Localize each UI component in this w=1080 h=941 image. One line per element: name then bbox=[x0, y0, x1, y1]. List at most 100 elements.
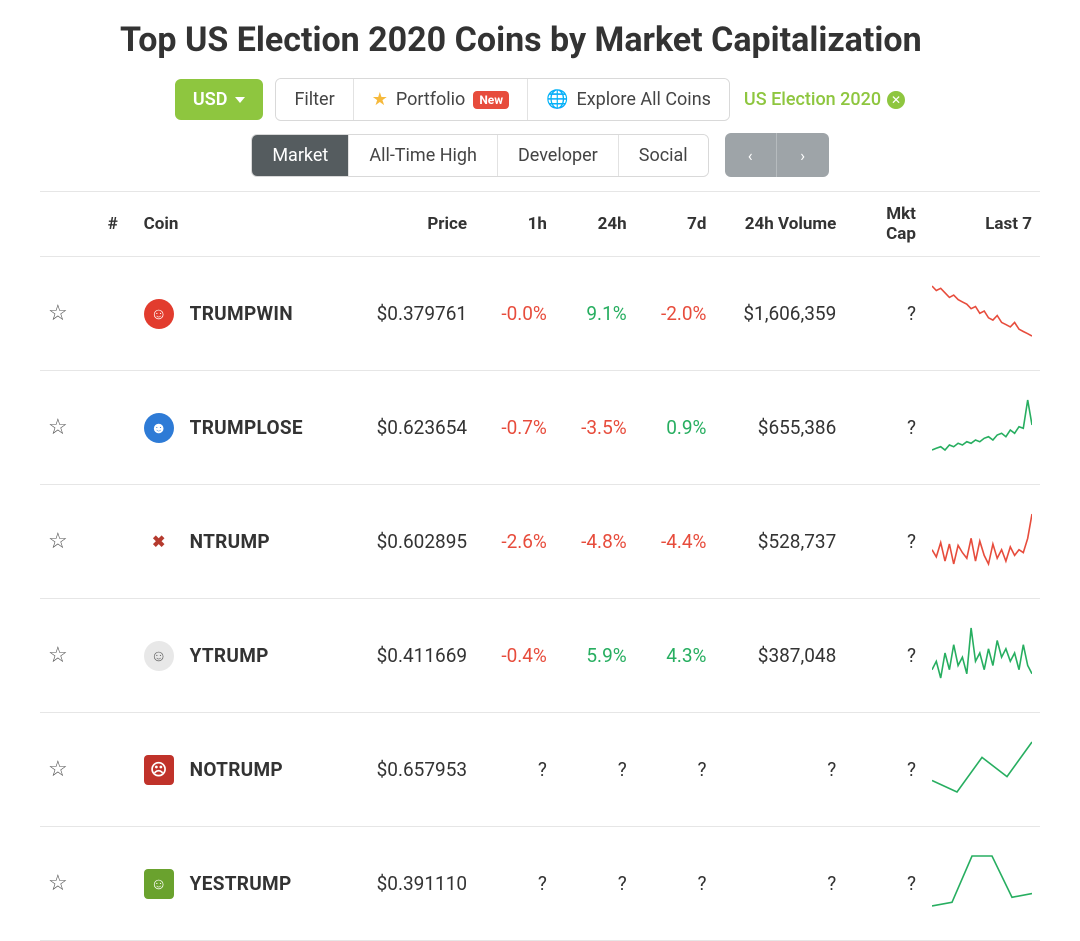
rank-cell bbox=[100, 485, 136, 599]
sparkline bbox=[932, 511, 1032, 567]
coin-icon: ☺ bbox=[144, 299, 174, 329]
coin-name[interactable]: NTRUMP bbox=[190, 530, 270, 553]
coin-name[interactable]: TRUMPWIN bbox=[190, 302, 293, 325]
mktcap-cell: ? bbox=[844, 257, 924, 371]
volume-24h: $1,606,359 bbox=[714, 257, 844, 371]
mktcap-cell: ? bbox=[844, 599, 924, 713]
change-24h: 5.9% bbox=[555, 599, 635, 713]
col-star bbox=[40, 192, 100, 257]
change-7d: -2.0% bbox=[635, 257, 715, 371]
mktcap-cell: ? bbox=[844, 485, 924, 599]
globe-icon: 🌐 bbox=[546, 89, 568, 110]
change-7d: ? bbox=[635, 827, 715, 941]
table-row[interactable]: ☆☻TRUMPLOSE$0.623654-0.7%-3.5%0.9%$655,3… bbox=[40, 371, 1040, 485]
chevron-left-icon: ‹ bbox=[748, 146, 753, 165]
col-price[interactable]: Price bbox=[355, 192, 475, 257]
price-cell: $0.623654 bbox=[355, 371, 475, 485]
table-row[interactable]: ☆ ✖ NTRUMP $0.602895-2.6%-4.8%-4.4%$528,737… bbox=[40, 485, 1040, 599]
sparkline-cell bbox=[924, 485, 1040, 599]
coin-name[interactable]: TRUMPLOSE bbox=[190, 416, 303, 439]
change-1h: -0.7% bbox=[475, 371, 555, 485]
col-7d[interactable]: 7d bbox=[635, 192, 715, 257]
change-24h: ? bbox=[555, 827, 635, 941]
rank-cell bbox=[100, 827, 136, 941]
price-cell: $0.379761 bbox=[355, 257, 475, 371]
tab-all-time-high[interactable]: All-Time High bbox=[349, 135, 498, 176]
caret-down-icon bbox=[235, 97, 245, 103]
change-7d: 4.3% bbox=[635, 599, 715, 713]
tab-social[interactable]: Social bbox=[619, 135, 708, 176]
chevron-right-icon: › bbox=[800, 146, 805, 165]
change-24h: 9.1% bbox=[555, 257, 635, 371]
price-cell: $0.411669 bbox=[355, 599, 475, 713]
col-24h[interactable]: 24h bbox=[555, 192, 635, 257]
tab-market[interactable]: Market bbox=[252, 135, 349, 176]
sparkline bbox=[932, 625, 1032, 681]
col-last7[interactable]: Last 7 bbox=[924, 192, 1040, 257]
favorite-star-icon[interactable]: ☆ bbox=[48, 529, 68, 554]
mktcap-cell: ? bbox=[844, 827, 924, 941]
toolbar-group: Filter ★ Portfolio New 🌐 Explore All Coi… bbox=[275, 78, 729, 121]
mktcap-cell: ? bbox=[844, 371, 924, 485]
change-7d: 0.9% bbox=[635, 371, 715, 485]
view-tabs: MarketAll-Time HighDeveloperSocial bbox=[251, 134, 708, 177]
explore-all-coins-button[interactable]: 🌐 Explore All Coins bbox=[528, 79, 729, 120]
toolbar: USD Filter ★ Portfolio New 🌐 Explore All… bbox=[40, 78, 1040, 121]
coins-table: # Coin Price 1h 24h 7d 24h Volume Mkt Ca… bbox=[40, 191, 1040, 941]
change-24h: -4.8% bbox=[555, 485, 635, 599]
sparkline bbox=[932, 739, 1032, 795]
filter-button[interactable]: Filter bbox=[276, 79, 353, 120]
volume-24h: ? bbox=[714, 827, 844, 941]
coin-icon: ✖ bbox=[144, 527, 174, 557]
currency-label: USD bbox=[193, 89, 228, 110]
coin-name[interactable]: YTRUMP bbox=[190, 644, 269, 667]
sparkline-cell bbox=[924, 599, 1040, 713]
currency-selector[interactable]: USD bbox=[175, 79, 264, 120]
favorite-star-icon[interactable]: ☆ bbox=[48, 871, 68, 896]
col-24h-volume[interactable]: 24h Volume bbox=[714, 192, 844, 257]
volume-24h: $655,386 bbox=[714, 371, 844, 485]
tabs-row: MarketAll-Time HighDeveloperSocial ‹ › bbox=[40, 133, 1040, 177]
change-7d: -4.4% bbox=[635, 485, 715, 599]
col-mktcap[interactable]: Mkt Cap bbox=[844, 192, 924, 257]
col-coin[interactable]: Coin bbox=[136, 192, 356, 257]
sparkline bbox=[932, 853, 1032, 909]
coin-name[interactable]: YESTRUMP bbox=[190, 872, 292, 895]
col-1h[interactable]: 1h bbox=[475, 192, 555, 257]
favorite-star-icon[interactable]: ☆ bbox=[48, 301, 68, 326]
close-icon[interactable]: ✕ bbox=[887, 91, 905, 109]
favorite-star-icon[interactable]: ☆ bbox=[48, 415, 68, 440]
page-title: Top US Election 2020 Coins by Market Cap… bbox=[120, 20, 1040, 60]
portfolio-button[interactable]: ★ Portfolio New bbox=[354, 79, 528, 120]
change-1h: -0.0% bbox=[475, 257, 555, 371]
volume-24h: $387,048 bbox=[714, 599, 844, 713]
tab-developer[interactable]: Developer bbox=[498, 135, 619, 176]
star-icon: ★ bbox=[372, 89, 388, 110]
change-1h: -2.6% bbox=[475, 485, 555, 599]
coin-icon: ☺ bbox=[144, 869, 174, 899]
active-filter-tag[interactable]: US Election 2020 ✕ bbox=[744, 89, 905, 110]
next-button[interactable]: › bbox=[777, 133, 829, 177]
new-badge: New bbox=[473, 91, 509, 109]
price-cell: $0.391110 bbox=[355, 827, 475, 941]
sparkline bbox=[932, 283, 1032, 339]
rank-cell bbox=[100, 599, 136, 713]
prev-button[interactable]: ‹ bbox=[725, 133, 777, 177]
table-body: ☆ ☺ TRUMPWIN $0.379761-0.0%9.1%-2.0%$1,606,… bbox=[40, 257, 1040, 941]
pager: ‹ › bbox=[725, 133, 829, 177]
change-1h: -0.4% bbox=[475, 599, 555, 713]
sparkline bbox=[932, 397, 1032, 453]
table-row[interactable]: ☆ ☺ YTRUMP $0.411669-0.4%5.9%4.3%$387,048? bbox=[40, 599, 1040, 713]
rank-cell bbox=[100, 257, 136, 371]
rank-cell bbox=[100, 371, 136, 485]
change-1h: ? bbox=[475, 827, 555, 941]
price-cell: $0.602895 bbox=[355, 485, 475, 599]
volume-24h: $528,737 bbox=[714, 485, 844, 599]
sparkline-cell bbox=[924, 827, 1040, 941]
col-rank[interactable]: # bbox=[100, 192, 136, 257]
table-row[interactable]: ☆ ☺ TRUMPWIN $0.379761-0.0%9.1%-2.0%$1,606,… bbox=[40, 257, 1040, 371]
sparkline-cell bbox=[924, 371, 1040, 485]
coin-icon: ☺ bbox=[144, 641, 174, 671]
table-row[interactable]: ☆ ☺ YESTRUMP $0.391110????? bbox=[40, 827, 1040, 941]
favorite-star-icon[interactable]: ☆ bbox=[48, 643, 68, 668]
